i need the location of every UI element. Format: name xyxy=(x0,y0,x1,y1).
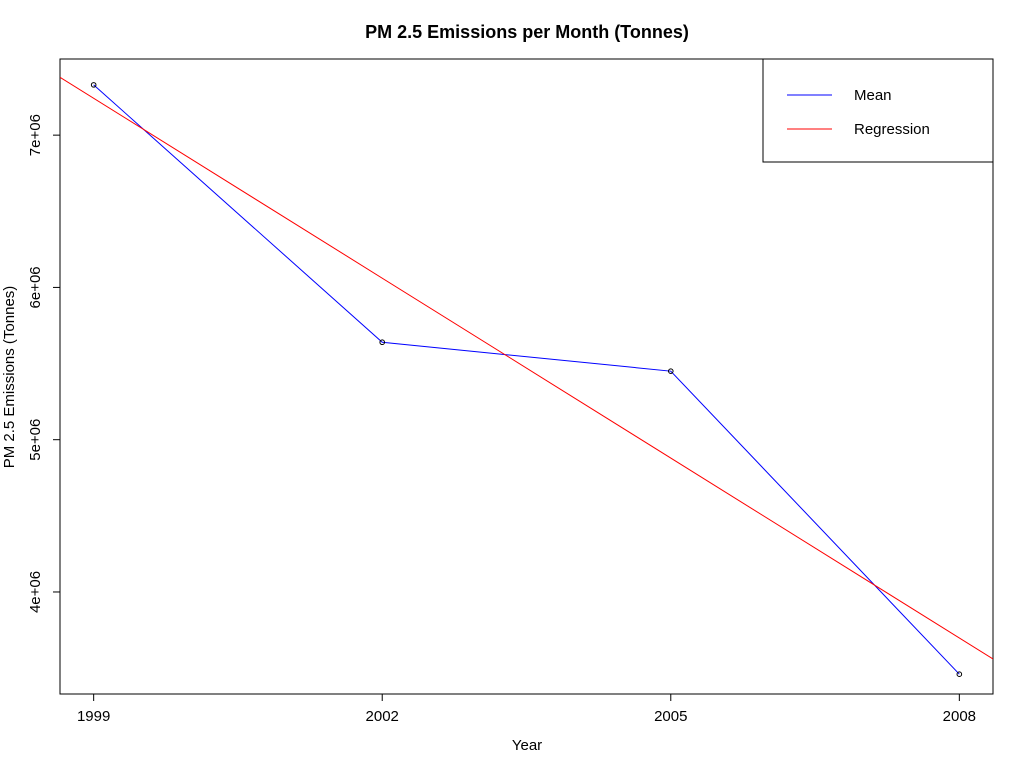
legend-box xyxy=(762,58,994,163)
series-line-mean xyxy=(93,84,960,675)
data-point-mean xyxy=(956,671,963,678)
y-tick-label: 6e+06 xyxy=(27,266,44,308)
chart-title: PM 2.5 Emissions per Month (Tonnes) xyxy=(365,22,689,42)
y-axis: 4e+06 5e+06 6e+06 7e+06 xyxy=(27,114,60,613)
x-tick-label: 2008 xyxy=(943,708,976,725)
x-tick-label: 2005 xyxy=(654,708,687,725)
x-tick-label: 2002 xyxy=(366,708,399,725)
legend-label-mean: Mean xyxy=(854,87,892,104)
data-point-mean xyxy=(379,339,386,346)
x-axis-label: Year xyxy=(512,737,542,754)
y-tick-label: 5e+06 xyxy=(27,419,44,461)
y-tick-label: 4e+06 xyxy=(27,571,44,613)
y-tick-label: 7e+06 xyxy=(27,114,44,156)
legend-entries: Mean Regression xyxy=(787,87,930,138)
x-axis: 1999 2002 2005 2008 xyxy=(77,694,976,725)
plot-frame xyxy=(59,58,994,695)
legend-label-regression: Regression xyxy=(854,121,930,138)
series-line-regression xyxy=(60,76,993,660)
y-axis-label: PM 2.5 Emissions (Tonnes) xyxy=(1,286,18,469)
series-layer xyxy=(60,76,993,678)
data-point-mean xyxy=(90,82,97,88)
legend: Mean Regression xyxy=(762,58,994,163)
x-tick-label: 1999 xyxy=(77,708,110,725)
data-point-mean xyxy=(667,368,674,374)
